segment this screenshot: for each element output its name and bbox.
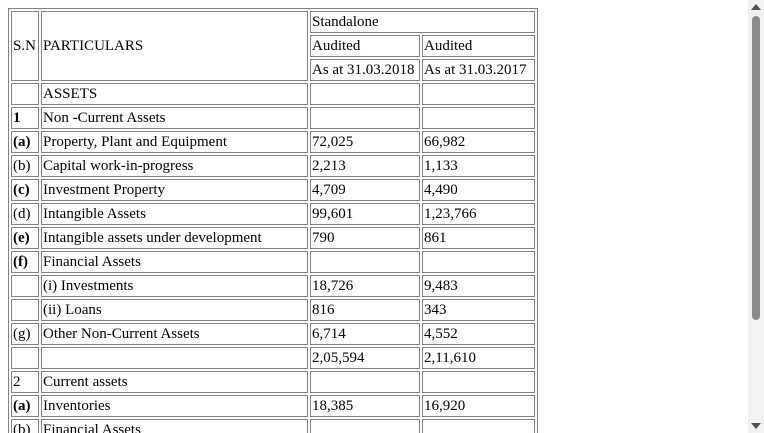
row-label: (ii) Loans [41,299,308,321]
row-value-2018 [310,251,420,273]
header-row-2: Audited Audited [11,35,535,57]
row-label: Other Non-Current Assets [41,323,308,345]
row-value-2017 [422,371,535,393]
row-sn [11,275,39,297]
header-row-1: S.N PARTICULARS Standalone [11,11,535,81]
row-value-2017: 861 [422,227,535,249]
row-value-2017: 343 [422,299,535,321]
row-value-2017: 66,982 [422,131,535,153]
row-label: ASSETS [41,83,308,105]
table-row: (b) Capital work-in-progress 2,213 1,133 [11,155,535,177]
row-value-2018: 99,601 [310,203,420,225]
row-label: Financial Assets [41,419,308,433]
row-value-2017: 16,920 [422,395,535,417]
row-value-2017 [422,419,535,433]
row-label: Intangible Assets [41,203,308,225]
row-sn: (e) [11,227,39,249]
table-row: (f) Financial Assets [11,251,535,273]
header-sn: S.N [11,11,39,81]
table-row: (b) Financial Assets [11,419,535,433]
row-sn: (b) [11,155,39,177]
row-value-2017: 2,11,610 [422,347,535,369]
row-sn [11,299,39,321]
table-row: 2 Current assets [11,371,535,393]
row-sn: 2 [11,371,39,393]
row-value-2018: 72,025 [310,131,420,153]
row-value-2018: 2,213 [310,155,420,177]
row-value-2017: 4,552 [422,323,535,345]
row-value-2017 [422,107,535,129]
header-row-3: As at 31.03.2018 As at 31.03.2017 [11,59,535,81]
row-value-2017: 4,490 [422,179,535,201]
row-value-2018 [310,83,420,105]
row-label: Inventories [41,395,308,417]
row-value-2018 [310,371,420,393]
row-value-2017: 9,483 [422,275,535,297]
table-row: ASSETS [11,83,535,105]
header-audited-2018: Audited [310,35,420,57]
row-sn: (c) [11,179,39,201]
row-label: Capital work-in-progress [41,155,308,177]
row-sn: (d) [11,203,39,225]
row-label: (i) Investments [41,275,308,297]
scrollbar-thumb[interactable] [752,16,760,320]
header-date-2018: As at 31.03.2018 [310,59,420,81]
table-row: 2,05,594 2,11,610 [11,347,535,369]
row-value-2018: 18,726 [310,275,420,297]
header-audited-2017: Audited [422,35,535,57]
header-date-2017: As at 31.03.2017 [422,59,535,81]
scroll-down-arrow-icon[interactable] [751,423,761,429]
row-value-2018: 6,714 [310,323,420,345]
header-particulars: PARTICULARS [41,11,308,81]
row-value-2018: 2,05,594 [310,347,420,369]
row-label: Investment Property [41,179,308,201]
table-row: 1 Non -Current Assets [11,107,535,129]
vertical-scrollbar[interactable] [748,0,764,433]
scroll-up-arrow-icon[interactable] [751,4,761,10]
row-label [41,347,308,369]
balance-sheet-table: S.N PARTICULARS Standalone Audited Audit… [8,8,538,433]
row-value-2018: 790 [310,227,420,249]
row-label: Current assets [41,371,308,393]
row-value-2017: 1,23,766 [422,203,535,225]
table-row: (i) Investments 18,726 9,483 [11,275,535,297]
row-value-2018: 816 [310,299,420,321]
row-label: Non -Current Assets [41,107,308,129]
table-row: (g) Other Non-Current Assets 6,714 4,552 [11,323,535,345]
table-row: (a) Inventories 18,385 16,920 [11,395,535,417]
row-label: Intangible assets under development [41,227,308,249]
table-row: (c) Investment Property 4,709 4,490 [11,179,535,201]
table-row: (ii) Loans 816 343 [11,299,535,321]
header-standalone: Standalone [310,11,535,33]
row-value-2017 [422,83,535,105]
row-value-2018: 18,385 [310,395,420,417]
row-sn: (g) [11,323,39,345]
table-row: (e) Intangible assets under development … [11,227,535,249]
row-label: Financial Assets [41,251,308,273]
row-sn: (a) [11,395,39,417]
table-row: (a) Property, Plant and Equipment 72,025… [11,131,535,153]
document-page: S.N PARTICULARS Standalone Audited Audit… [8,8,538,433]
row-sn: (b) [11,419,39,433]
row-value-2018 [310,419,420,433]
row-sn: (a) [11,131,39,153]
row-sn [11,347,39,369]
table-row: (d) Intangible Assets 99,601 1,23,766 [11,203,535,225]
row-value-2017 [422,251,535,273]
row-value-2018 [310,107,420,129]
row-sn: (f) [11,251,39,273]
row-label: Property, Plant and Equipment [41,131,308,153]
row-value-2018: 4,709 [310,179,420,201]
row-value-2017: 1,133 [422,155,535,177]
row-sn: 1 [11,107,39,129]
row-sn [11,83,39,105]
